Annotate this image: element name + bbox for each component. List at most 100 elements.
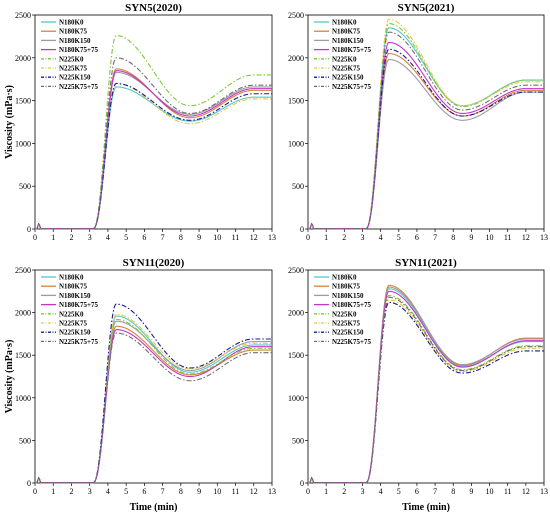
y-tick-label: 2000 [288, 309, 304, 318]
x-tick-label: 7 [433, 233, 437, 242]
legend-entry: N225K0 [59, 310, 84, 318]
x-tick-label: 8 [179, 487, 183, 496]
legend-entry: N180K0 [332, 274, 357, 282]
y-tick-label: 1000 [288, 394, 304, 403]
y-tick-label: 0 [300, 225, 304, 234]
x-tick-label: 13 [540, 233, 548, 242]
x-axis-label: Time (min) [402, 502, 450, 513]
legend-entry: N225K75+75 [332, 83, 371, 91]
y-tick-label: 0 [27, 225, 31, 234]
legend-entry: N180K75+75 [332, 301, 371, 309]
x-tick-label: 11 [232, 487, 240, 496]
legend-entry: N225K75 [59, 320, 88, 328]
series-line [35, 332, 272, 484]
series-line [308, 31, 544, 230]
legend-entry: N180K75 [59, 283, 88, 291]
legend-entry: N180K75+75 [332, 46, 371, 54]
chart-title: SYN5(2021) [398, 2, 455, 14]
series-line [35, 329, 272, 484]
legend-entry: N180K75 [59, 28, 88, 36]
legend-entry: N225K150 [332, 329, 364, 337]
x-tick-label: 11 [504, 233, 512, 242]
legend-entry: N225K0 [59, 55, 84, 63]
y-axis-label: Viscosity (mPa·s) [4, 85, 15, 159]
y-tick-label: 1500 [15, 97, 31, 106]
series-line [35, 82, 272, 230]
y-tick-label: 1500 [288, 97, 304, 106]
x-tick-label: 6 [415, 233, 419, 242]
legend-entry: N180K75+75 [59, 301, 98, 309]
x-tick-label: 11 [504, 487, 512, 496]
x-tick-label: 13 [540, 487, 548, 496]
series-line [308, 296, 544, 484]
plot-frame [34, 269, 273, 484]
legend-entry: N180K75 [332, 28, 361, 36]
chart-title: SYN11(2021) [395, 257, 457, 269]
plot-frame [307, 14, 545, 230]
x-tick-label: 2 [342, 487, 346, 496]
x-tick-label: 1 [324, 487, 328, 496]
series-line [35, 71, 272, 230]
series-line [35, 82, 272, 230]
x-tick-label: 6 [142, 487, 146, 496]
y-tick-label: 500 [292, 182, 304, 191]
legend-entry: N225K0 [332, 55, 357, 63]
y-tick-label: 0 [300, 479, 304, 488]
y-tick-label: 2500 [15, 11, 31, 20]
plot-frame [307, 269, 545, 484]
x-tick-label: 5 [124, 233, 128, 242]
x-tick-label: 10 [213, 233, 221, 242]
legend-entry: N180K75 [332, 283, 361, 291]
y-tick-label: 1000 [15, 394, 31, 403]
y-tick-label: 1000 [288, 139, 304, 148]
x-tick-label: 9 [469, 487, 473, 496]
legend-entry: N180K150 [59, 292, 91, 300]
legend-entry: N225K150 [59, 329, 91, 337]
x-tick-label: 12 [522, 487, 530, 496]
x-tick-label: 3 [88, 233, 92, 242]
x-tick-label: 4 [379, 487, 383, 496]
x-tick-label: 9 [197, 233, 201, 242]
x-tick-label: 11 [232, 233, 240, 242]
x-tick-label: 4 [106, 487, 110, 496]
x-tick-label: 8 [451, 487, 455, 496]
legend-entry: N225K0 [332, 310, 357, 318]
legend-entry: N225K75 [59, 65, 88, 73]
legend-entry: N225K75+75 [59, 83, 98, 91]
y-axis-label: Viscosity (mPa·s) [4, 340, 15, 414]
x-tick-label: 9 [197, 487, 201, 496]
x-tick-label: 1 [324, 233, 328, 242]
x-tick-label: 2 [342, 233, 346, 242]
legend-entry: N225K75 [332, 65, 361, 73]
y-tick-label: 500 [19, 436, 31, 445]
y-tick-label: 2500 [288, 266, 304, 275]
y-tick-label: 1000 [15, 139, 31, 148]
x-tick-label: 2 [69, 487, 73, 496]
x-tick-label: 1 [51, 233, 55, 242]
x-tick-label: 10 [486, 487, 494, 496]
x-tick-label: 2 [69, 233, 73, 242]
legend-entry: N225K150 [59, 74, 91, 82]
legend-entry: N180K150 [332, 292, 364, 300]
y-tick-label: 1500 [288, 351, 304, 360]
y-tick-label: 2000 [15, 54, 31, 63]
y-tick-label: 2000 [15, 309, 31, 318]
x-tick-label: 3 [88, 487, 92, 496]
x-tick-label: 7 [433, 487, 437, 496]
plot-frame [34, 14, 273, 230]
chart-panel: SYN11(2020)0 1 2 3 4 5 6 7 8 9 10 11 12 1305001000150… [4, 257, 276, 513]
legend-entry: N180K0 [59, 274, 84, 282]
y-tick-label: 2000 [288, 54, 304, 63]
x-tick-label: 9 [469, 233, 473, 242]
chart-title: SYN11(2020) [123, 257, 185, 269]
y-tick-label: 2500 [288, 11, 304, 20]
x-tick-label: 5 [397, 233, 401, 242]
legend-entry: N180K0 [332, 19, 357, 27]
series-line [35, 57, 272, 230]
x-axis-label: Time (min) [130, 502, 178, 513]
y-tick-label: 2500 [15, 266, 31, 275]
y-tick-label: 0 [27, 479, 31, 488]
x-tick-label: 3 [360, 487, 364, 496]
x-tick-label: 12 [522, 233, 530, 242]
